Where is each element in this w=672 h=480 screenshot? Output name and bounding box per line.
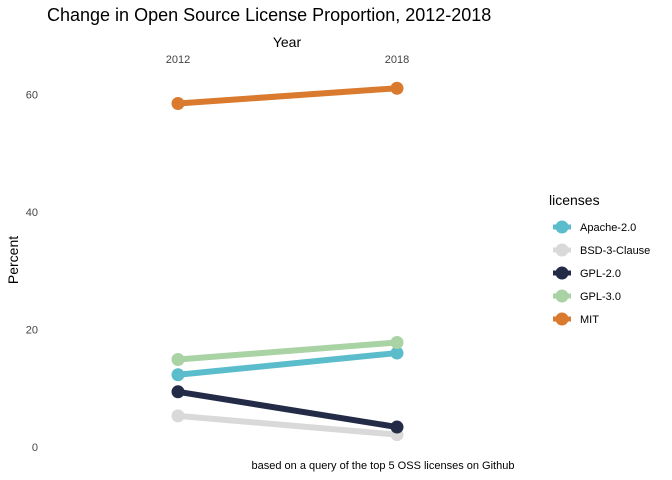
y-tick-label-0: 0 [32, 442, 38, 454]
x-axis-ticks: 2012 2018 [166, 54, 409, 66]
legend-label-bsd-3-clause: BSD-3-Clause [580, 245, 650, 257]
legend-label-apache-2-0: Apache-2.0 [580, 222, 636, 234]
point-gpl-3-0-2012 [171, 353, 185, 367]
series-line-mit [175, 85, 400, 107]
y-axis-title: Percent [5, 236, 21, 284]
legend: Apache-2.0 BSD-3-Clause GPL-2.0 GPL-3.0 MIT [553, 220, 650, 326]
series-line-apache-2-0 [175, 350, 400, 378]
x-tick-label-2018: 2018 [385, 54, 409, 66]
point-apache-2-0-2018 [390, 346, 404, 360]
y-axis-ticks: 0 20 40 60 [26, 90, 38, 454]
legend-title: licenses [549, 192, 600, 208]
y-tick-label-40: 40 [26, 207, 38, 219]
point-mit-2018 [390, 81, 404, 95]
point-gpl-3-0-2018 [390, 335, 404, 349]
point-gpl-2-0-2018 [390, 420, 404, 434]
legend-label-gpl-3-0: GPL-3.0 [580, 291, 621, 303]
point-bsd-3-clause-2012 [171, 409, 185, 423]
legend-label-gpl-2-0: GPL-2.0 [580, 268, 621, 280]
series-line-gpl-2-0 [175, 388, 400, 431]
point-mit-2012 [171, 96, 185, 110]
legend-key-point-gpl-2-0 [555, 266, 569, 280]
series-line-gpl-3-0 [175, 339, 400, 363]
point-apache-2-0-2012 [171, 368, 185, 382]
chart-caption: based on a query of the top 5 OSS licens… [252, 460, 515, 472]
y-tick-label-60: 60 [26, 90, 38, 102]
series-points [171, 81, 404, 442]
point-gpl-2-0-2012 [171, 385, 185, 399]
x-axis-title: Year [273, 34, 302, 50]
legend-label-mit: MIT [580, 314, 599, 326]
legend-key-point-gpl-3-0 [555, 289, 569, 303]
chart-title: Change in Open Source License Proportion… [47, 5, 491, 25]
y-tick-label-20: 20 [26, 325, 38, 337]
legend-key-point-bsd-3-clause [555, 243, 569, 257]
legend-key-point-apache-2-0 [555, 220, 569, 234]
series-lines [175, 85, 400, 438]
x-tick-label-2012: 2012 [166, 54, 190, 66]
series-line-bsd-3-clause [175, 412, 400, 438]
legend-key-point-mit [555, 312, 569, 326]
